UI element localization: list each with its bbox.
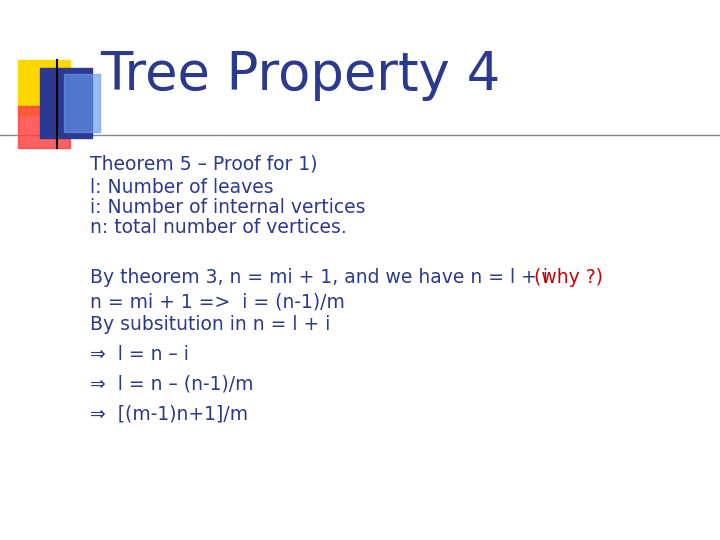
Text: ⇒  [(m-1)n+1]/m: ⇒ [(m-1)n+1]/m [90, 405, 248, 424]
Text: ⇒  l = n – (n-1)/m: ⇒ l = n – (n-1)/m [90, 375, 253, 394]
Text: By subsitution in n = l + i: By subsitution in n = l + i [90, 315, 330, 334]
Bar [18, 60, 70, 115]
Text: By theorem 3, n = mi + 1, and we have n = l + i: By theorem 3, n = mi + 1, and we have n … [90, 268, 554, 287]
Text: ⇒  l = n – i: ⇒ l = n – i [90, 345, 189, 364]
Text: Theorem 5 – Proof for 1): Theorem 5 – Proof for 1) [90, 155, 318, 174]
Text: n: total number of vertices.: n: total number of vertices. [90, 218, 347, 237]
Bar [40, 68, 92, 138]
Text: Tree Property 4: Tree Property 4 [100, 49, 500, 101]
Text: i: Number of internal vertices: i: Number of internal vertices [90, 198, 366, 217]
Text: (why ?): (why ?) [534, 268, 603, 287]
FancyBboxPatch shape [18, 106, 70, 148]
Text: n = mi + 1 =>  i = (n-1)/m: n = mi + 1 => i = (n-1)/m [90, 292, 345, 311]
Text: l: Number of leaves: l: Number of leaves [90, 178, 274, 197]
Bar [64, 74, 100, 132]
